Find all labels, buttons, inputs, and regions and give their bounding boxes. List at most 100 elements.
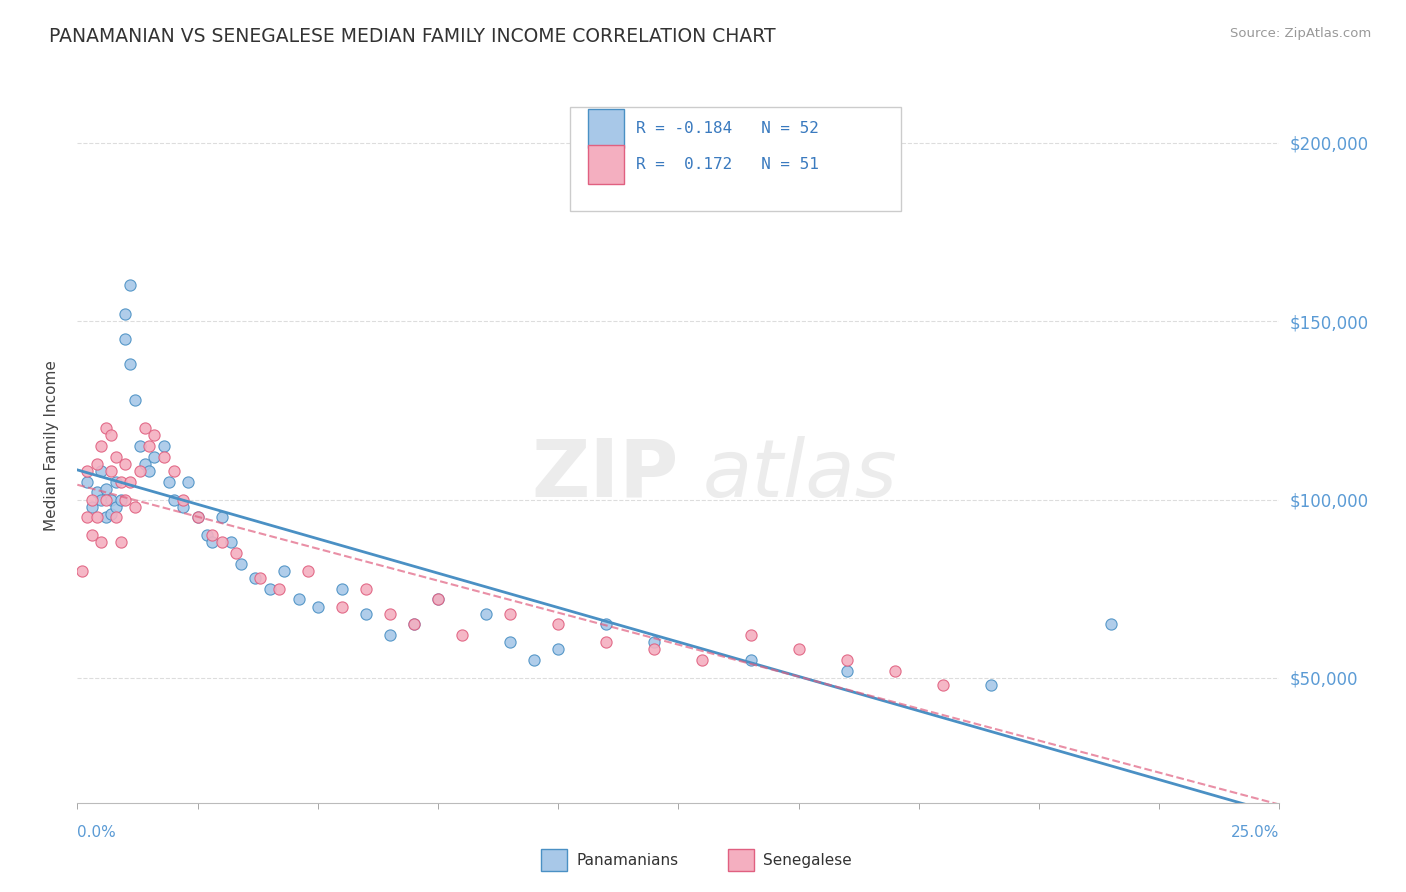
- Point: [90, 492, 112, 507]
- Point: [354, 582, 377, 596]
- Point: [110, 492, 132, 507]
- Text: 25.0%: 25.0%: [1232, 825, 1279, 840]
- Point: [499, 607, 522, 621]
- Point: [354, 607, 377, 621]
- Point: [595, 635, 617, 649]
- Point: [835, 664, 858, 678]
- Point: [90, 535, 112, 549]
- Point: [96, 421, 118, 435]
- Point: [172, 492, 194, 507]
- Point: [427, 592, 450, 607]
- Point: [138, 464, 160, 478]
- Point: [211, 510, 233, 524]
- Point: [211, 535, 233, 549]
- Point: [134, 421, 156, 435]
- Point: [219, 535, 242, 549]
- Point: [201, 528, 224, 542]
- Point: [643, 635, 665, 649]
- Point: [110, 535, 132, 549]
- Point: [90, 464, 112, 478]
- Point: [96, 492, 118, 507]
- Point: [100, 464, 122, 478]
- Text: R =  0.172   N = 51: R = 0.172 N = 51: [637, 157, 820, 171]
- Point: [245, 571, 267, 585]
- Point: [269, 582, 291, 596]
- FancyBboxPatch shape: [571, 107, 901, 211]
- Point: [402, 617, 425, 632]
- Text: Panamanians: Panamanians: [576, 854, 679, 868]
- Point: [273, 564, 295, 578]
- Point: [76, 510, 98, 524]
- Point: [104, 475, 127, 489]
- Point: [740, 653, 762, 667]
- Point: [932, 678, 955, 692]
- Point: [100, 507, 122, 521]
- Point: [475, 607, 498, 621]
- Point: [76, 475, 98, 489]
- Point: [297, 564, 319, 578]
- Point: [330, 599, 353, 614]
- Point: [138, 439, 160, 453]
- Point: [120, 357, 142, 371]
- Point: [162, 492, 184, 507]
- Point: [201, 535, 224, 549]
- Point: [100, 492, 122, 507]
- Text: 0.0%: 0.0%: [77, 825, 117, 840]
- Point: [1099, 617, 1122, 632]
- Point: [114, 307, 136, 321]
- Text: atlas: atlas: [703, 435, 897, 514]
- Point: [378, 607, 401, 621]
- Point: [157, 475, 180, 489]
- Point: [80, 492, 103, 507]
- Point: [104, 510, 127, 524]
- Text: ZIP: ZIP: [531, 435, 679, 514]
- Point: [187, 510, 209, 524]
- Point: [100, 428, 122, 442]
- Point: [143, 450, 166, 464]
- Text: PANAMANIAN VS SENEGALESE MEDIAN FAMILY INCOME CORRELATION CHART: PANAMANIAN VS SENEGALESE MEDIAN FAMILY I…: [49, 27, 776, 45]
- Point: [114, 492, 136, 507]
- Point: [76, 464, 98, 478]
- Point: [330, 582, 353, 596]
- Point: [162, 464, 184, 478]
- Point: [80, 500, 103, 514]
- Point: [177, 475, 200, 489]
- Point: [114, 332, 136, 346]
- Point: [378, 628, 401, 642]
- Point: [547, 617, 569, 632]
- Point: [523, 653, 546, 667]
- Point: [153, 450, 176, 464]
- Point: [229, 557, 252, 571]
- FancyBboxPatch shape: [588, 145, 624, 184]
- Point: [980, 678, 1002, 692]
- Point: [547, 642, 569, 657]
- Point: [114, 457, 136, 471]
- Point: [134, 457, 156, 471]
- Point: [124, 392, 146, 407]
- Point: [692, 653, 714, 667]
- Point: [595, 617, 617, 632]
- Point: [153, 439, 176, 453]
- Point: [740, 628, 762, 642]
- Point: [259, 582, 281, 596]
- Point: [249, 571, 271, 585]
- Point: [883, 664, 905, 678]
- Text: Source: ZipAtlas.com: Source: ZipAtlas.com: [1230, 27, 1371, 40]
- Point: [86, 457, 108, 471]
- Point: [643, 642, 665, 657]
- Point: [787, 642, 810, 657]
- Point: [86, 510, 108, 524]
- Point: [225, 546, 247, 560]
- Point: [86, 485, 108, 500]
- FancyBboxPatch shape: [588, 109, 624, 148]
- Y-axis label: Median Family Income: Median Family Income: [44, 360, 59, 532]
- Point: [96, 510, 118, 524]
- Point: [110, 475, 132, 489]
- Point: [307, 599, 329, 614]
- Text: Senegalese: Senegalese: [763, 854, 852, 868]
- Point: [451, 628, 474, 642]
- Point: [287, 592, 309, 607]
- Point: [402, 617, 425, 632]
- Point: [128, 439, 150, 453]
- Point: [104, 450, 127, 464]
